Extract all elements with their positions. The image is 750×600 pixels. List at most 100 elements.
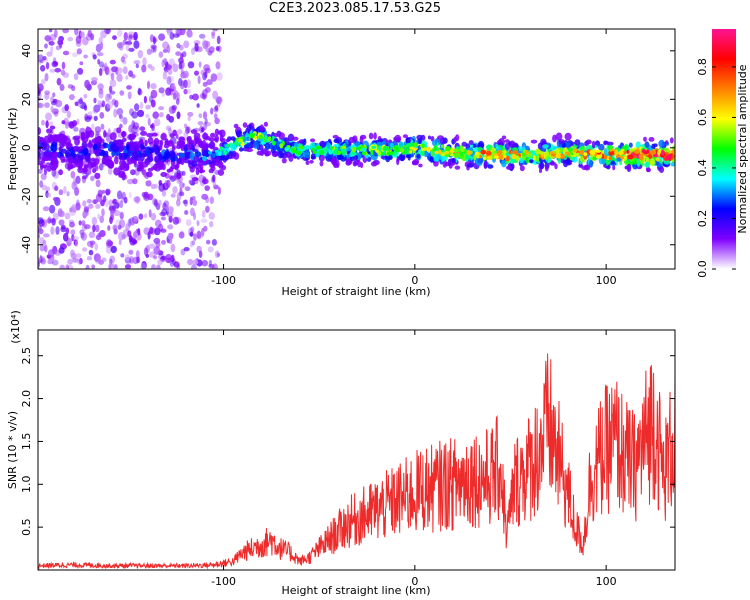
noise-blob — [203, 121, 208, 131]
noise-blob — [59, 264, 65, 269]
noise-blob — [60, 69, 66, 76]
noise-blob — [41, 78, 46, 85]
noise-blob — [117, 29, 123, 37]
noise-blob — [113, 209, 121, 217]
ridge-blob — [509, 140, 516, 149]
ridge-blob — [451, 157, 456, 164]
noise-blob — [94, 243, 99, 251]
ridge-blob — [191, 145, 195, 151]
ridge-blob — [585, 139, 592, 145]
ridge-blob — [413, 158, 420, 165]
noise-blob — [44, 43, 48, 49]
noise-blob — [206, 239, 211, 245]
noise-blob — [163, 58, 168, 64]
ridge-blob — [530, 139, 538, 144]
ridge-blob — [145, 149, 151, 156]
noise-blob — [176, 111, 181, 120]
ridge-peak — [226, 143, 230, 148]
ridge-blob — [263, 121, 268, 127]
noise-blob — [116, 42, 123, 49]
ridge-peak — [340, 148, 345, 153]
noise-blob — [153, 255, 158, 260]
noise-blob — [126, 85, 132, 90]
ridge-blob — [202, 139, 207, 149]
noise-blob — [137, 87, 142, 96]
ridge-peak — [476, 153, 481, 159]
noise-blob — [183, 40, 190, 49]
noise-blob — [117, 224, 122, 230]
ridge-peak — [362, 147, 366, 152]
noise-blob — [148, 243, 156, 249]
colorbar-tick-label: 0.6 — [696, 109, 709, 127]
ridge-blob — [505, 165, 513, 170]
noise-blob — [156, 264, 161, 269]
ridge-peak — [493, 155, 500, 159]
ridge-blob — [38, 155, 42, 161]
noise-blob — [166, 64, 172, 70]
noise-blob — [116, 73, 123, 82]
ridge-peak — [596, 155, 602, 159]
ridge-blob — [86, 142, 94, 148]
ridge-blob — [352, 135, 358, 143]
ridge-peak — [672, 148, 675, 155]
ridge-peak — [589, 150, 596, 155]
noise-blob — [116, 190, 123, 200]
ridge-blob — [61, 148, 67, 154]
noise-blob — [128, 47, 135, 52]
noise-blob — [188, 179, 193, 184]
noise-blob — [99, 230, 106, 237]
ridge-blob — [68, 121, 75, 129]
ridge-blob — [238, 147, 244, 152]
noise-blob — [75, 35, 82, 44]
snr-frame — [37, 329, 676, 571]
snr-y-tick-label: 0.5 — [20, 518, 33, 536]
noise-blob — [149, 162, 154, 167]
noise-blob — [84, 79, 90, 89]
noise-blob — [58, 189, 64, 196]
noise-blob — [110, 72, 115, 81]
noise-blob — [145, 113, 150, 119]
noise-blob — [114, 202, 120, 209]
noise-blob — [194, 94, 198, 101]
noise-blob — [186, 126, 191, 134]
noise-blob — [171, 175, 177, 181]
ridge-blob — [477, 157, 484, 164]
ridge-blob — [92, 168, 97, 174]
ridge-blob — [219, 137, 226, 143]
snr-y-tick-label: 2.5 — [20, 347, 33, 365]
noise-blob — [75, 199, 80, 208]
ridge-blob — [538, 168, 543, 173]
ridge-blob — [357, 159, 361, 168]
noise-blob — [73, 126, 79, 132]
noise-blob — [183, 88, 188, 95]
ridge-blob — [151, 132, 158, 137]
ridge-blob — [418, 163, 423, 168]
noise-blob — [215, 61, 221, 70]
noise-blob — [183, 79, 188, 89]
noise-blob — [161, 189, 167, 197]
noise-blob — [72, 257, 79, 263]
noise-blob — [42, 206, 50, 212]
ridge-blob — [453, 136, 457, 144]
ridge-blob — [427, 135, 432, 140]
noise-blob — [71, 85, 76, 92]
colorbar-tick-label: 0.0 — [696, 260, 709, 278]
noise-blob — [184, 186, 191, 191]
noise-blob — [74, 101, 79, 107]
noise-blob — [48, 41, 55, 46]
ridge-blob — [646, 167, 651, 173]
ridge-blob — [636, 158, 641, 167]
ridge-blob — [588, 159, 594, 168]
noise-blob — [39, 180, 44, 188]
ridge-blob — [416, 153, 421, 159]
snr-y-tick-label: 1.5 — [20, 433, 33, 451]
noise-blob — [162, 203, 167, 210]
noise-blob — [108, 258, 113, 265]
noise-blob — [67, 238, 73, 244]
noise-blob — [131, 74, 136, 79]
noise-blob — [63, 185, 67, 194]
ridge-blob — [90, 162, 96, 168]
ridge-blob — [405, 154, 411, 159]
noise-blob — [80, 232, 85, 239]
noise-blob — [182, 183, 186, 188]
